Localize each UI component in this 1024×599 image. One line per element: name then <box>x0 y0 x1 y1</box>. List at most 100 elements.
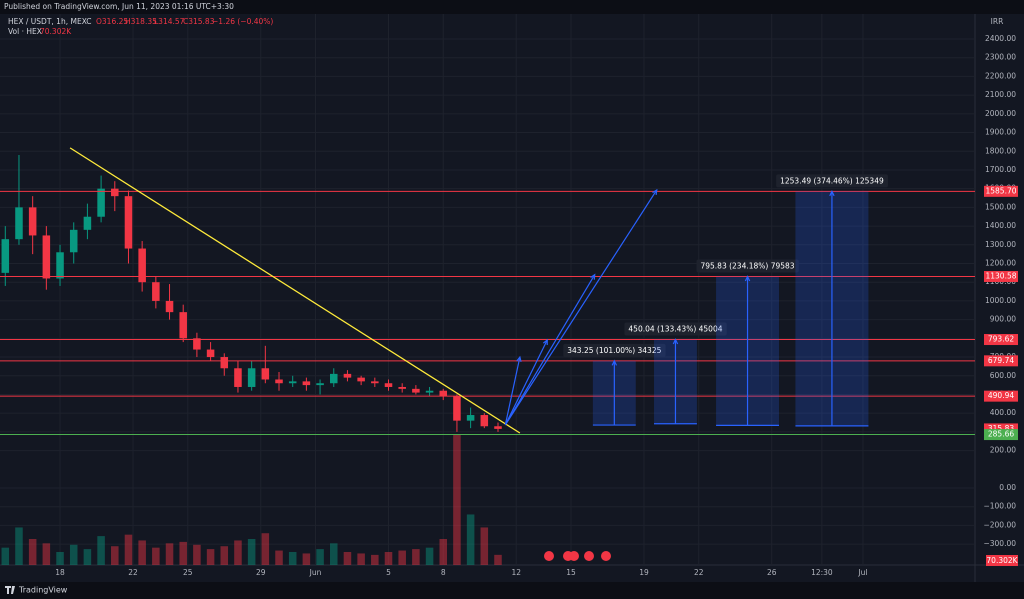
candle-body <box>1 239 10 273</box>
candle-body <box>193 338 201 350</box>
volume-last: 70.302K <box>40 27 72 36</box>
volume-bar <box>69 544 78 565</box>
y-tick-label: 200.00 <box>990 446 1016 455</box>
level-box <box>984 185 1018 197</box>
volume-bar <box>494 554 502 565</box>
level-label: 679.74 <box>988 356 1014 365</box>
candle-body <box>111 188 119 197</box>
candle-body <box>398 386 406 389</box>
candle-body <box>220 357 229 369</box>
y-tick-label: 0.00 <box>999 483 1016 492</box>
volume-bar <box>357 553 365 565</box>
x-tick-label: 25 <box>183 568 193 577</box>
projection-arrow-head <box>744 275 751 282</box>
projection-label: 795.83 (234.18%) 79583 <box>700 261 794 270</box>
candle-body <box>69 229 78 253</box>
forecast-arrow <box>504 274 596 426</box>
volume-bar <box>234 540 242 565</box>
volume-bar <box>206 549 215 565</box>
volume-bar <box>56 552 64 565</box>
volume-last-box <box>986 555 1018 566</box>
candle-body <box>288 381 297 384</box>
forecast-arrow <box>504 189 658 426</box>
volume-bar <box>425 547 434 565</box>
volume-last-axis: 70.302K <box>986 556 1018 565</box>
forecast-arrow <box>504 356 521 426</box>
trendline <box>69 147 521 434</box>
volume-bar <box>1 547 10 565</box>
ohlc-low: L314.57 <box>154 17 185 26</box>
candle-body <box>97 188 105 217</box>
candle-body <box>179 312 187 339</box>
y-tick-label: 1400.00 <box>985 221 1016 230</box>
volume-name: Vol · HEX <box>8 27 42 36</box>
x-tick-label: Jul <box>857 568 867 577</box>
volume-bar <box>28 539 37 565</box>
candle-body <box>412 388 420 393</box>
projection-label: 450.04 (133.43%) 45004 <box>628 325 722 334</box>
volume-bar <box>466 514 475 565</box>
ohlc-change: −1.26 (−0.40%) <box>212 17 273 26</box>
level-box <box>984 334 1018 346</box>
volume-bar <box>165 543 174 565</box>
candle-body <box>302 381 311 386</box>
projection-label-box <box>776 174 888 188</box>
published: Published on TradingView.com, Jun 11, 20… <box>4 2 234 11</box>
candle-body <box>453 396 461 421</box>
brand: TradingView <box>18 586 68 595</box>
candle-body <box>124 196 133 249</box>
volume-bar <box>412 549 420 565</box>
y-tick-label: −200.00 <box>983 520 1016 529</box>
level-label: 315.83 <box>988 424 1014 433</box>
ohlc-high: H318.35 <box>125 17 157 26</box>
volume-bar <box>97 536 105 565</box>
candle-body <box>15 207 23 240</box>
forecast-arrow-head <box>542 338 548 346</box>
x-tick-label: 12:30 <box>811 568 833 577</box>
x-tick-label: 29 <box>256 568 266 577</box>
x-tick-label: 18 <box>55 568 65 577</box>
projection-arrow-head <box>611 359 618 366</box>
projection-label: 343.25 (101.00%) 34325 <box>567 346 661 355</box>
projection-label: 1253.49 (374.46%) 125349 <box>780 176 884 185</box>
volume-bar <box>439 539 448 565</box>
volume-bar <box>398 550 406 565</box>
y-tick-label: 1200.00 <box>985 259 1016 268</box>
candle-body <box>56 252 64 279</box>
candle-body <box>261 368 270 380</box>
candle-body <box>480 415 489 427</box>
candle-body <box>357 377 365 382</box>
volume-bar <box>220 546 229 565</box>
candle-body <box>152 282 160 301</box>
y-tick-label: 1300.00 <box>985 240 1016 249</box>
volume-bar <box>42 543 51 565</box>
volume-bar <box>302 553 311 565</box>
x-tick-label: 15 <box>566 568 576 577</box>
level-box <box>984 390 1018 402</box>
candle-body <box>329 373 338 384</box>
x-tick-label: 26 <box>767 568 777 577</box>
volume-bar <box>111 546 119 565</box>
volume-bar <box>316 549 324 565</box>
ohlc-open: O316.25 <box>96 17 128 26</box>
volume-bar <box>83 549 92 565</box>
candle-body <box>83 216 92 230</box>
volume-bar <box>15 527 23 565</box>
projection-label-box <box>696 259 799 273</box>
level-box <box>984 423 1018 435</box>
candle-body <box>42 235 51 279</box>
volume-bar <box>138 540 146 565</box>
bottom-bar <box>0 582 1024 599</box>
symbol: HEX / USDT, 1h, MEXC <box>8 17 92 26</box>
level-label: 1585.70 <box>985 186 1016 195</box>
x-tick-label: 22 <box>694 568 704 577</box>
volume-bar <box>288 552 297 565</box>
projection-label-box <box>563 343 666 357</box>
y-tick-label: 1800.00 <box>985 146 1016 155</box>
candle-body <box>206 349 215 358</box>
y-tick-label: 1900.00 <box>985 128 1016 137</box>
volume-bar <box>247 539 256 565</box>
y-tick-label: −300.00 <box>983 539 1016 548</box>
candle-body <box>247 368 256 387</box>
